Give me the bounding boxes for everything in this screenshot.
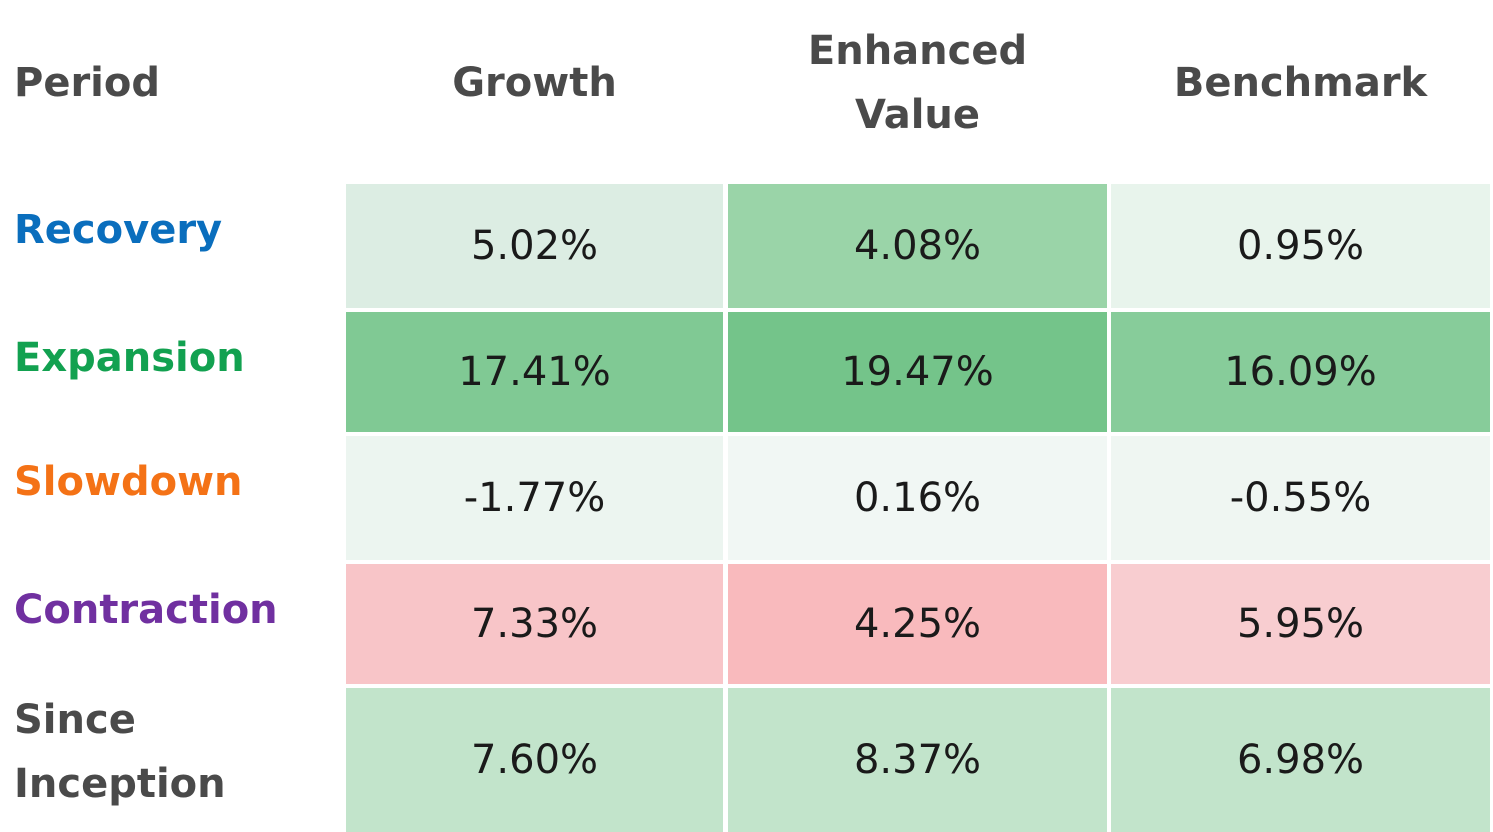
header-enhanced-value: Enhanced Value <box>728 16 1107 150</box>
table-cell: 5.02% <box>346 184 723 308</box>
row-label: Expansion <box>14 335 245 381</box>
table-cell: 17.41% <box>346 312 723 432</box>
table-cell: 8.37% <box>728 688 1107 832</box>
table-cell: 19.47% <box>728 312 1107 432</box>
row-label: Slowdown <box>14 459 243 505</box>
header-label: Growth <box>452 60 617 106</box>
header-label: Enhanced Value <box>807 28 1028 138</box>
table-cell: 4.08% <box>728 184 1107 308</box>
header-benchmark: Benchmark <box>1111 16 1490 150</box>
row-label: Contraction <box>14 587 278 633</box>
table-cell: -1.77% <box>346 436 723 560</box>
table-cell: 5.95% <box>1111 564 1490 684</box>
header-period: Period <box>14 60 160 106</box>
table-cell: -0.55% <box>1111 436 1490 560</box>
table-cell: 7.60% <box>346 688 723 832</box>
header-label: Benchmark <box>1173 60 1428 106</box>
table-cell: 4.25% <box>728 564 1107 684</box>
table-cell: 6.98% <box>1111 688 1490 832</box>
table-cell: 7.33% <box>346 564 723 684</box>
row-label: Recovery <box>14 207 223 253</box>
row-label: Since Inception <box>14 697 226 807</box>
table-cell: 0.95% <box>1111 184 1490 308</box>
table-cell: 16.09% <box>1111 312 1490 432</box>
table-cell: 0.16% <box>728 436 1107 560</box>
header-growth: Growth <box>346 16 723 150</box>
